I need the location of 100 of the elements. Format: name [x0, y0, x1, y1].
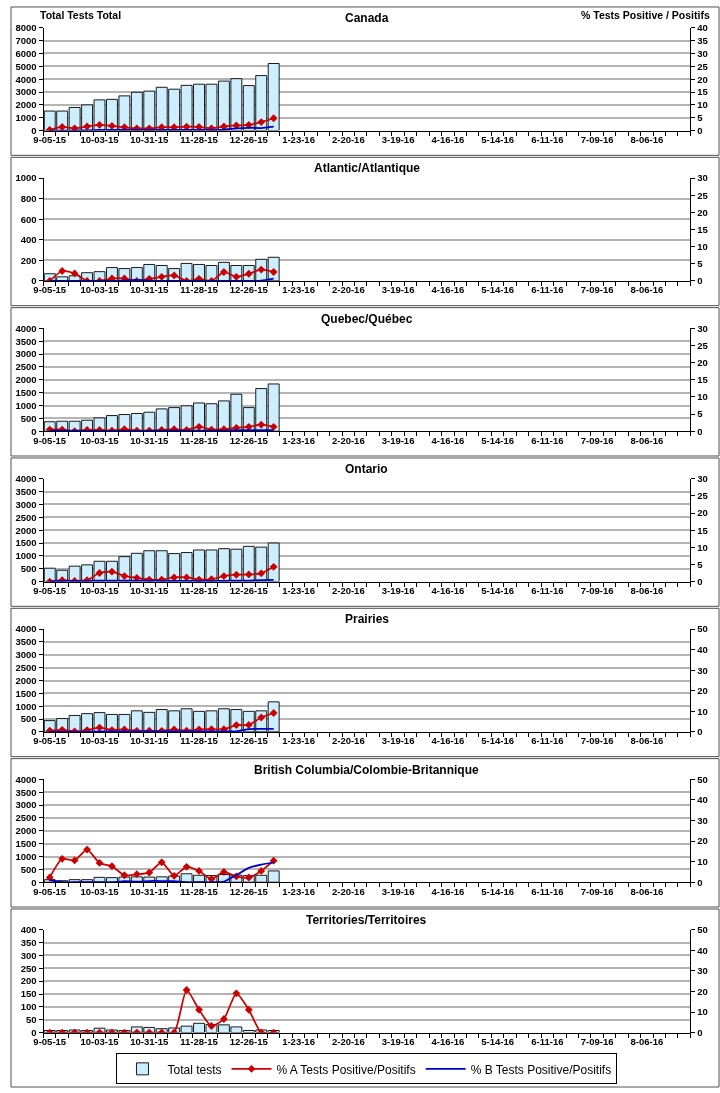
- y-tick-label: 4000: [15, 473, 37, 485]
- y2-tick-label: 20: [697, 985, 708, 997]
- legend-label: % A Tests Positive/Positifs: [276, 1062, 416, 1077]
- y-tick-label: 4000: [15, 73, 37, 85]
- y2-tick-label: 50: [697, 623, 708, 635]
- y-tick-label: 2500: [15, 511, 37, 523]
- y-tick-label: 3500: [15, 636, 37, 648]
- x-tick-label: 9-05-15: [33, 434, 67, 446]
- y2-tick-label: 10: [697, 705, 708, 717]
- x-tick-label: 2-20-16: [331, 133, 365, 145]
- y2-tick-label: 5: [697, 258, 704, 270]
- chart-title: Quebec/Québec: [321, 312, 413, 326]
- y2-tick-label: 50: [697, 924, 708, 936]
- x-tick-label: 6-11-16: [531, 434, 564, 446]
- x-tick-label: 10-31-15: [130, 434, 169, 446]
- x-tick-label: 9-05-15: [33, 885, 67, 897]
- x-tick-label: 1-23-16: [282, 434, 315, 446]
- chart-title: Ontario: [345, 462, 388, 476]
- y-tick-label: 3000: [15, 348, 37, 360]
- x-tick-label: 3-19-16: [381, 735, 415, 747]
- y-tick-label: 3000: [15, 86, 37, 98]
- y-tick-label: 200: [20, 254, 37, 266]
- y-tick-label: 800: [20, 192, 37, 204]
- x-tick-label: 10-31-15: [130, 284, 169, 296]
- x-tick-label: 3-19-16: [381, 1035, 415, 1047]
- x-tick-label: 10-31-15: [130, 133, 169, 145]
- x-tick-label: 7-09-16: [580, 735, 614, 747]
- x-tick-label: 5-14-16: [481, 133, 514, 145]
- y-tick-label: 1000: [15, 172, 37, 184]
- x-tick-label: 10-31-15: [130, 1035, 169, 1047]
- x-tick-label: 3-19-16: [381, 434, 415, 446]
- x-tick-label: 10-03-15: [80, 284, 120, 296]
- y-tick-label: 500: [20, 713, 37, 725]
- y2-tick-label: 10: [697, 240, 708, 252]
- y-tick-label: 4000: [15, 623, 37, 635]
- x-tick-label: 11-28-15: [180, 885, 219, 897]
- x-tick-label: 10-03-15: [80, 434, 120, 446]
- y2-tick-label: 25: [697, 189, 709, 201]
- y-tick-label: 2500: [15, 812, 37, 824]
- x-tick-label: 2-20-16: [331, 584, 365, 596]
- y-tick-label: 400: [20, 924, 37, 936]
- x-tick-label: 11-28-15: [180, 133, 219, 145]
- x-tick-label: 9-05-15: [33, 284, 67, 296]
- y-tick-label: 350: [20, 936, 37, 948]
- y-tick-label: 150: [20, 988, 37, 1000]
- x-tick-label: 6-11-16: [531, 885, 564, 897]
- y2-tick-label: 10: [697, 856, 708, 867]
- x-tick-label: 4-16-16: [431, 885, 465, 897]
- y-tick-label: 250: [20, 962, 37, 974]
- x-tick-label: 12-26-15: [229, 133, 269, 145]
- x-tick-label: 8-06-16: [630, 885, 664, 897]
- x-tick-label: 5-14-16: [481, 1035, 514, 1047]
- y2-tick-label: 40: [697, 794, 708, 806]
- x-tick-label: 7-09-16: [580, 885, 614, 897]
- y-tick-label: 8000: [15, 22, 37, 34]
- x-tick-label: 9-05-15: [33, 133, 67, 145]
- x-tick-label: 12-26-15: [229, 284, 269, 296]
- y2-tick-label: 0: [697, 275, 703, 287]
- y2-tick-label: 35: [697, 34, 709, 46]
- y-tick-label: 2000: [15, 825, 37, 837]
- x-tick-label: 6-11-16: [531, 133, 564, 145]
- x-tick-label: 12-26-15: [229, 434, 269, 446]
- x-tick-label: 8-06-16: [630, 584, 664, 596]
- y-tick-label: 1000: [15, 399, 37, 411]
- x-tick-label: 1-23-16: [282, 284, 315, 296]
- x-tick-label: 3-19-16: [381, 885, 415, 897]
- x-tick-label: 11-28-15: [180, 284, 219, 296]
- y2-axis-title: % Tests Positive / Positifs: [581, 9, 710, 21]
- y2-tick-label: 0: [697, 124, 703, 136]
- x-tick-label: 7-09-16: [580, 1035, 614, 1047]
- x-tick-label: 6-11-16: [531, 584, 564, 596]
- x-tick-label: 5-14-16: [481, 284, 514, 296]
- legend-label: % B Tests Positive/Positifs: [470, 1062, 612, 1077]
- x-tick-label: 10-03-15: [80, 1035, 120, 1047]
- y-tick-label: 50: [26, 1014, 37, 1026]
- y2-tick-label: 15: [697, 374, 709, 386]
- y2-tick-label: 30: [697, 664, 708, 676]
- y2-tick-label: 0: [697, 1026, 703, 1038]
- x-tick-label: 4-16-16: [431, 284, 465, 296]
- x-tick-label: 5-14-16: [481, 885, 514, 897]
- y-tick-label: 4000: [15, 322, 37, 334]
- x-tick-label: 4-16-16: [431, 584, 465, 596]
- y2-tick-label: 40: [697, 22, 708, 34]
- y-tick-label: 0: [31, 726, 37, 738]
- y-tick-label: 2000: [15, 374, 37, 386]
- y2-tick-label: 0: [697, 726, 703, 738]
- y-tick-label: 500: [20, 412, 37, 424]
- x-tick-label: 10-03-15: [80, 735, 120, 747]
- y2-tick-label: 30: [697, 322, 708, 334]
- x-tick-label: 10-31-15: [130, 885, 169, 897]
- chart-title: Territories/Territoires: [306, 913, 427, 927]
- x-tick-label: 1-23-16: [282, 735, 315, 747]
- x-tick-label: 6-11-16: [531, 735, 564, 747]
- y-tick-label: 0: [31, 876, 37, 888]
- y-tick-label: 0: [31, 275, 37, 287]
- y-tick-label: 200: [20, 975, 37, 987]
- x-tick-label: 10-31-15: [130, 735, 169, 747]
- x-tick-label: 4-16-16: [431, 133, 465, 145]
- chart-title: British Columbia/Colombie-Britannique: [254, 763, 479, 777]
- y2-tick-label: 25: [697, 339, 709, 351]
